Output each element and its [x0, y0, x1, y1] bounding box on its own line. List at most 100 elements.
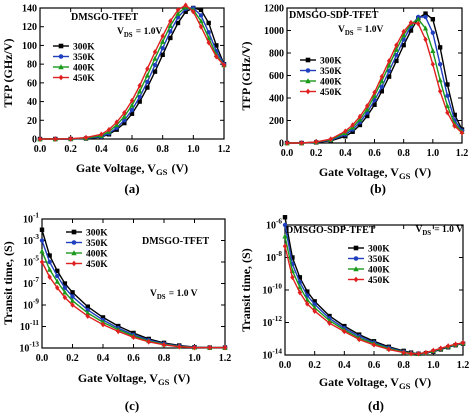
data-point	[39, 259, 45, 265]
data-point	[70, 302, 75, 308]
x-tick-label: 0.4	[95, 144, 108, 155]
series-line	[41, 229, 225, 349]
x-tick-label: 1.0	[188, 353, 201, 364]
data-point	[445, 93, 450, 98]
data-point	[222, 344, 228, 351]
data-point	[221, 62, 227, 68]
data-point	[312, 299, 317, 304]
y-axis-label: Transit time, (S)	[1, 241, 15, 324]
data-point	[297, 289, 303, 296]
data-point	[460, 340, 466, 346]
data-point	[54, 278, 60, 284]
y-tick-label: 10-1	[23, 212, 39, 226]
data-point	[357, 113, 363, 120]
x-tick-label: 1.0	[427, 148, 440, 159]
data-point	[53, 136, 58, 142]
data-point	[145, 85, 150, 90]
data-point	[353, 245, 359, 251]
chart-panel-a: 0.0 0.2 0.4 0.6 0.8 1.0 1.2 0 20 40 60 80 100 120 140 D…	[1, 2, 230, 196]
data-point	[365, 103, 370, 109]
x-tick-label: 1.2	[457, 360, 470, 371]
chart-panel-c: 0.0 0.2 0.4 0.6 0.8 1.0 1.2 10-13 10-11 10-9 10-7 1…	[1, 212, 231, 414]
data-point	[394, 53, 399, 58]
data-point	[198, 18, 204, 24]
data-point	[198, 7, 204, 13]
data-point	[160, 33, 165, 39]
data-point	[122, 120, 127, 126]
data-point	[137, 99, 142, 104]
data-point	[438, 345, 443, 352]
data-point	[183, 2, 188, 8]
data-point	[137, 82, 142, 89]
data-point	[160, 46, 165, 51]
data-point	[145, 79, 150, 85]
data-point	[453, 341, 458, 348]
legend-label: 300K	[320, 57, 342, 67]
data-point	[206, 39, 211, 46]
data-point	[284, 140, 290, 146]
data-point	[312, 302, 317, 307]
data-point	[353, 256, 359, 261]
y-axis-label: TFP (GHz/V)	[239, 42, 253, 111]
data-point	[437, 62, 443, 67]
data-point	[58, 43, 64, 49]
data-point	[71, 250, 77, 256]
data-point	[353, 276, 359, 283]
data-point	[62, 281, 68, 286]
data-point	[437, 88, 443, 95]
data-point	[364, 106, 370, 112]
data-point	[305, 78, 311, 84]
data-point	[437, 77, 443, 83]
y-tick-label: 10-3	[23, 233, 39, 247]
data-point	[430, 47, 436, 53]
legend-label: 350K	[73, 53, 95, 63]
data-point	[175, 10, 181, 16]
data-point	[47, 274, 52, 280]
series-450K	[284, 19, 465, 146]
data-point	[175, 7, 181, 13]
data-point	[445, 82, 450, 87]
x-tick-label: 0.2	[308, 360, 321, 371]
data-point	[70, 294, 75, 299]
y-tick-label: 0	[32, 135, 37, 146]
y-tick-label: 10-14	[262, 348, 282, 362]
data-point	[71, 260, 77, 267]
data-point	[393, 46, 399, 52]
panel-label: (d)	[368, 398, 384, 413]
x-tick-label: 0.6	[368, 148, 381, 159]
y-tick-label: 140	[22, 4, 37, 15]
chart-title: DMSGO-SDP-TFET	[289, 10, 379, 21]
data-point	[129, 102, 135, 108]
data-point	[62, 294, 68, 301]
data-point	[160, 52, 165, 57]
data-point	[39, 227, 45, 232]
vds-annotation: VDS = 1.0V	[338, 25, 383, 37]
data-point	[415, 16, 421, 22]
x-tick-label: 0.6	[127, 353, 140, 364]
y-tick-label: 10-9	[23, 298, 39, 312]
y-tick-label: 1000	[264, 26, 284, 37]
x-tick-label: 0.0	[36, 353, 49, 364]
data-point	[37, 136, 43, 142]
series-400K	[37, 4, 227, 142]
data-point	[161, 341, 167, 348]
data-point	[379, 78, 385, 84]
y-tick-label: 10-8	[266, 250, 282, 264]
panel-label: (c)	[125, 398, 139, 413]
data-point	[198, 13, 204, 18]
data-point	[394, 58, 399, 64]
data-point	[290, 255, 295, 260]
data-point	[144, 72, 150, 78]
x-axis-label: Gate Voltage, VGS (V)	[319, 375, 431, 391]
data-point	[206, 30, 211, 35]
y-tick-label: 600	[269, 71, 284, 82]
data-point	[342, 328, 347, 335]
x-tick-label: 0.0	[279, 360, 292, 371]
data-point	[305, 88, 311, 95]
data-point	[350, 122, 355, 128]
legend-label: 450K	[368, 276, 390, 286]
panel-label: (a)	[124, 181, 139, 196]
data-point	[83, 134, 89, 141]
